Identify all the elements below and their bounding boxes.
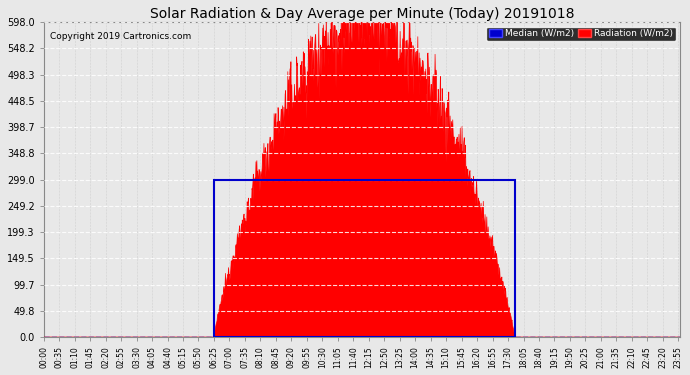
Bar (214, 180, 515, 337)
Title: Solar Radiation & Day Average per Minute (Today) 20191018: Solar Radiation & Day Average per Minute… (150, 7, 574, 21)
Text: Copyright 2019 Cartronics.com: Copyright 2019 Cartronics.com (50, 32, 191, 40)
Legend: Median (W/m2), Radiation (W/m2): Median (W/m2), Radiation (W/m2) (486, 27, 676, 41)
